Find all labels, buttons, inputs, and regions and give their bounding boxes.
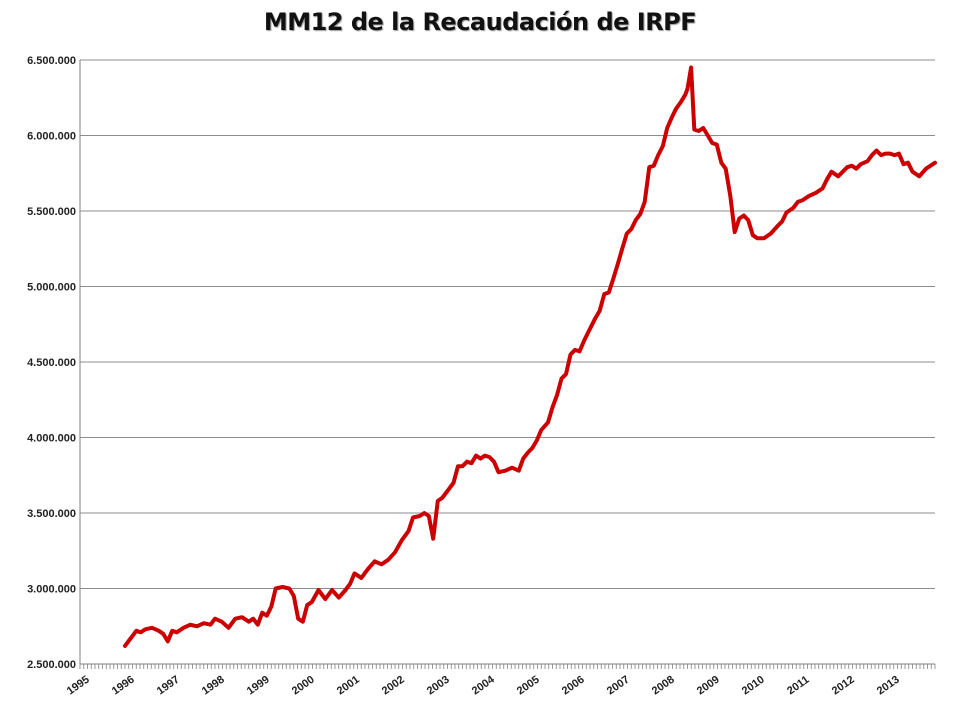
y-tick-label: 6.000.000: [27, 131, 76, 143]
x-tick-label: 2013: [875, 674, 902, 698]
x-tick-label: 2009: [695, 674, 722, 698]
x-tick-label: 2010: [740, 674, 767, 698]
y-tick-label: 6.500.000: [27, 55, 76, 67]
x-tick-label: 1997: [155, 674, 182, 698]
series-line: [123, 65, 937, 648]
x-tick-label: 2002: [380, 674, 407, 698]
axes: [79, 60, 936, 669]
x-tick-label: 2003: [425, 674, 452, 698]
series: [123, 65, 937, 648]
y-tick-label: 3.500.000: [27, 508, 76, 520]
gridlines: [80, 59, 935, 589]
y-axis-tick-labels: 2.500.000 3.000.000 3.500.000 4.000.000 4.50…: [27, 55, 76, 671]
y-tick-label: 4.500.000: [27, 357, 76, 369]
x-tick-label: 2012: [830, 674, 857, 698]
x-tick-label: 2006: [560, 674, 587, 698]
chart-title: MM12 de la Recaudación de IRPF: [263, 8, 697, 36]
x-tick-label: 1995: [65, 674, 92, 698]
x-tick-label: 2011: [785, 674, 811, 698]
y-tick-label: 2.500.000: [27, 659, 76, 671]
x-tick-label: 1998: [200, 674, 227, 698]
x-tick-label: 2005: [515, 674, 542, 698]
x-tick-label: 2004: [470, 673, 498, 697]
x-tick-label: 1999: [245, 674, 272, 698]
x-tick-label: 2001: [335, 674, 362, 698]
y-tick-label: 5.500.000: [27, 206, 76, 218]
x-tick-label: 2000: [290, 674, 317, 698]
x-axis-tick-labels: 1995 1996 1997 1998 1999 2000 2001 2002 2003 2004…: [65, 673, 902, 697]
y-tick-label: 5.000.000: [27, 282, 76, 294]
x-tick-label: 2007: [605, 674, 632, 698]
y-tick-label: 3.000.000: [27, 584, 76, 596]
x-tick-label: 1996: [110, 674, 137, 698]
y-tick-label: 4.000.000: [27, 433, 76, 445]
x-tick-label: 2008: [650, 674, 677, 698]
